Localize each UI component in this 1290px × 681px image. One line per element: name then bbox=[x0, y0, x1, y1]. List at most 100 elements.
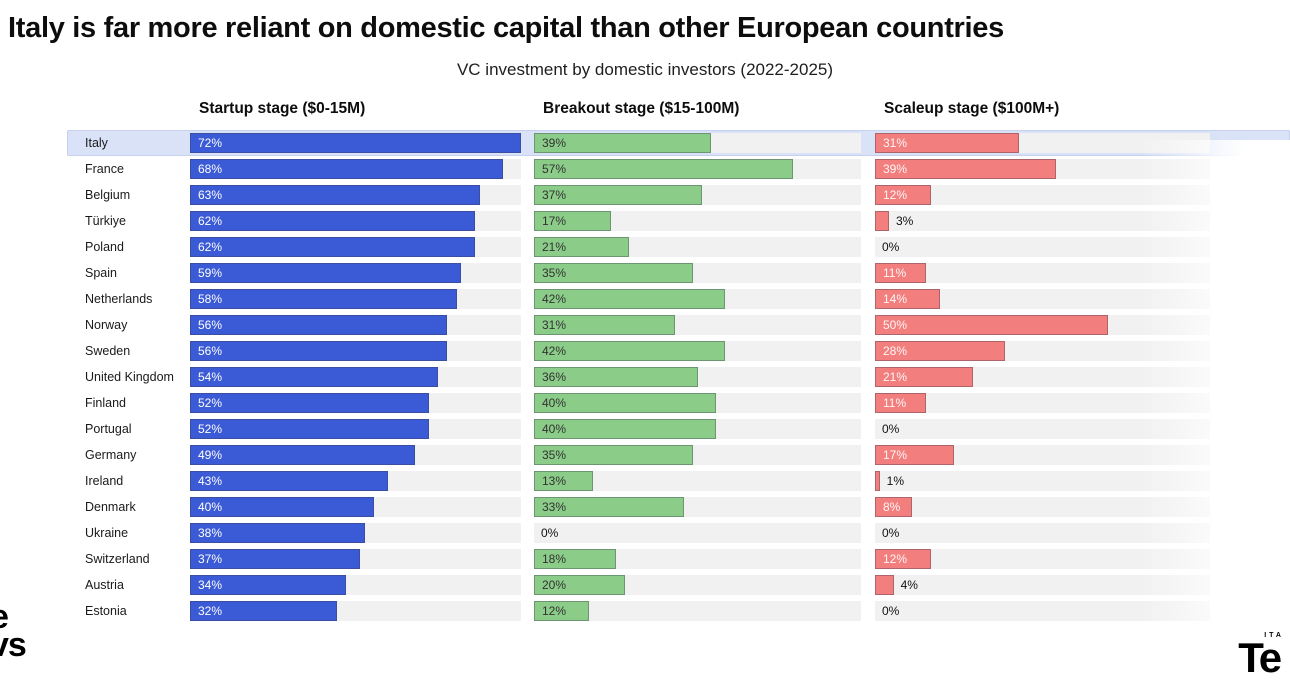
breakout-bar-track: 18% bbox=[534, 549, 861, 569]
bar-value-label: 28% bbox=[883, 344, 908, 358]
startup-bar bbox=[190, 523, 365, 543]
country-label: Finland bbox=[85, 396, 126, 410]
bar-value-label: 40% bbox=[542, 396, 567, 410]
scaleup-bar-track: 0% bbox=[875, 523, 1210, 543]
breakout-bar-track: 42% bbox=[534, 289, 861, 309]
bar-value-label: 0% bbox=[882, 604, 900, 618]
startup-bar-track: 62% bbox=[190, 211, 521, 231]
bar-value-label: 62% bbox=[198, 240, 223, 254]
scaleup-bar-track: 0% bbox=[875, 601, 1210, 621]
scaleup-bar bbox=[875, 445, 955, 465]
column-header-startup: Startup stage ($0-15M) bbox=[199, 100, 366, 117]
bar-value-label: 4% bbox=[900, 578, 918, 592]
country-row: Spain 59% 35% 11% bbox=[67, 260, 1290, 286]
scaleup-bar bbox=[875, 393, 927, 413]
startup-bar bbox=[190, 133, 521, 153]
country-row: Estonia 32% 12% 0% bbox=[67, 598, 1290, 624]
startup-bar-track: 32% bbox=[190, 601, 521, 621]
scaleup-bar bbox=[875, 367, 973, 387]
startup-bar bbox=[190, 263, 462, 283]
scaleup-bar-track: 12% bbox=[875, 185, 1210, 205]
bar-value-label: 39% bbox=[542, 136, 567, 150]
scaleup-bar-track: 31% bbox=[875, 133, 1210, 153]
bar-value-label: 39% bbox=[883, 162, 908, 176]
country-label: Ireland bbox=[85, 474, 124, 488]
bar-value-label: 31% bbox=[542, 318, 567, 332]
bottom-right-logo: ITA Te bbox=[1238, 632, 1284, 678]
bar-value-label: 31% bbox=[883, 136, 908, 150]
country-row: Finland 52% 40% 11% bbox=[67, 390, 1290, 416]
column-header-breakout: Breakout stage ($15-100M) bbox=[543, 100, 740, 117]
scaleup-bar bbox=[875, 289, 941, 309]
column-headers: Startup stage ($0-15M) Breakout stage ($… bbox=[67, 100, 1290, 118]
scaleup-bar-track: 39% bbox=[875, 159, 1210, 179]
scaleup-bar-track: 4% bbox=[875, 575, 1210, 595]
bar-value-label: 13% bbox=[542, 474, 567, 488]
bar-value-label: 35% bbox=[542, 266, 567, 280]
bar-value-label: 12% bbox=[883, 188, 908, 202]
bottom-left-logo-line2: vs bbox=[0, 625, 27, 664]
bar-value-label: 52% bbox=[198, 396, 223, 410]
bar-value-label: 17% bbox=[883, 448, 908, 462]
bar-value-label: 14% bbox=[883, 292, 908, 306]
bar-value-label: 54% bbox=[198, 370, 223, 384]
scaleup-bar bbox=[875, 185, 931, 205]
bar-value-label: 12% bbox=[883, 552, 908, 566]
scaleup-bar bbox=[875, 315, 1108, 335]
startup-bar-track: 63% bbox=[190, 185, 521, 205]
bar-value-label: 18% bbox=[542, 552, 567, 566]
country-label: Spain bbox=[85, 266, 117, 280]
scaleup-bar bbox=[875, 133, 1020, 153]
breakout-bar-track: 17% bbox=[534, 211, 861, 231]
startup-bar bbox=[190, 393, 430, 413]
bar-value-label: 32% bbox=[198, 604, 223, 618]
spacer bbox=[67, 100, 190, 118]
breakout-bar-track: 13% bbox=[534, 471, 861, 491]
startup-bar-track: 34% bbox=[190, 575, 521, 595]
startup-bar-track: 56% bbox=[190, 341, 521, 361]
bar-value-label: 42% bbox=[542, 344, 567, 358]
startup-bar bbox=[190, 549, 361, 569]
startup-bar-track: 58% bbox=[190, 289, 521, 309]
bar-value-label: 21% bbox=[542, 240, 567, 254]
country-label: Italy bbox=[85, 136, 108, 150]
bar-value-label: 1% bbox=[886, 474, 904, 488]
scaleup-bar-track: 11% bbox=[875, 263, 1210, 283]
bar-value-label: 56% bbox=[198, 318, 223, 332]
country-label: Ukraine bbox=[85, 526, 129, 540]
bar-value-label: 62% bbox=[198, 214, 223, 228]
scaleup-bar-track: 3% bbox=[875, 211, 1210, 231]
chart-subtitle: VC investment by domestic investors (202… bbox=[456, 60, 834, 79]
bar-value-label: 33% bbox=[542, 500, 567, 514]
country-row: Austria 34% 20% 4% bbox=[67, 572, 1290, 598]
breakout-bar-track: 35% bbox=[534, 445, 861, 465]
scaleup-bar-track: 0% bbox=[875, 419, 1210, 439]
scaleup-bar-track: 21% bbox=[875, 367, 1210, 387]
breakout-bar-track: 33% bbox=[534, 497, 861, 517]
country-label: Netherlands bbox=[85, 292, 153, 306]
bar-value-label: 68% bbox=[198, 162, 223, 176]
startup-bar bbox=[190, 237, 476, 257]
country-row: France 68% 57% 39% bbox=[67, 156, 1290, 182]
spacer bbox=[521, 100, 534, 118]
breakout-bar bbox=[534, 575, 625, 595]
startup-bar-track: 54% bbox=[190, 367, 521, 387]
bar-value-label: 37% bbox=[198, 552, 223, 566]
scaleup-bar bbox=[875, 211, 889, 231]
breakout-bar-track: 35% bbox=[534, 263, 861, 283]
country-label: Denmark bbox=[85, 500, 136, 514]
breakout-bar-track: 12% bbox=[534, 601, 861, 621]
scaleup-bar bbox=[875, 471, 880, 491]
breakout-bar-track: 40% bbox=[534, 393, 861, 413]
country-row: Belgium 63% 37% 12% bbox=[67, 182, 1290, 208]
startup-bar bbox=[190, 367, 439, 387]
bar-value-label: 58% bbox=[198, 292, 223, 306]
country-label: Estonia bbox=[85, 604, 127, 618]
startup-bar-track: 52% bbox=[190, 419, 521, 439]
scaleup-bar-track: 14% bbox=[875, 289, 1210, 309]
bar-value-label: 34% bbox=[198, 578, 223, 592]
bar-value-label: 42% bbox=[542, 292, 567, 306]
startup-bar-track: 38% bbox=[190, 523, 521, 543]
scaleup-bar bbox=[875, 575, 894, 595]
startup-bar bbox=[190, 497, 374, 517]
